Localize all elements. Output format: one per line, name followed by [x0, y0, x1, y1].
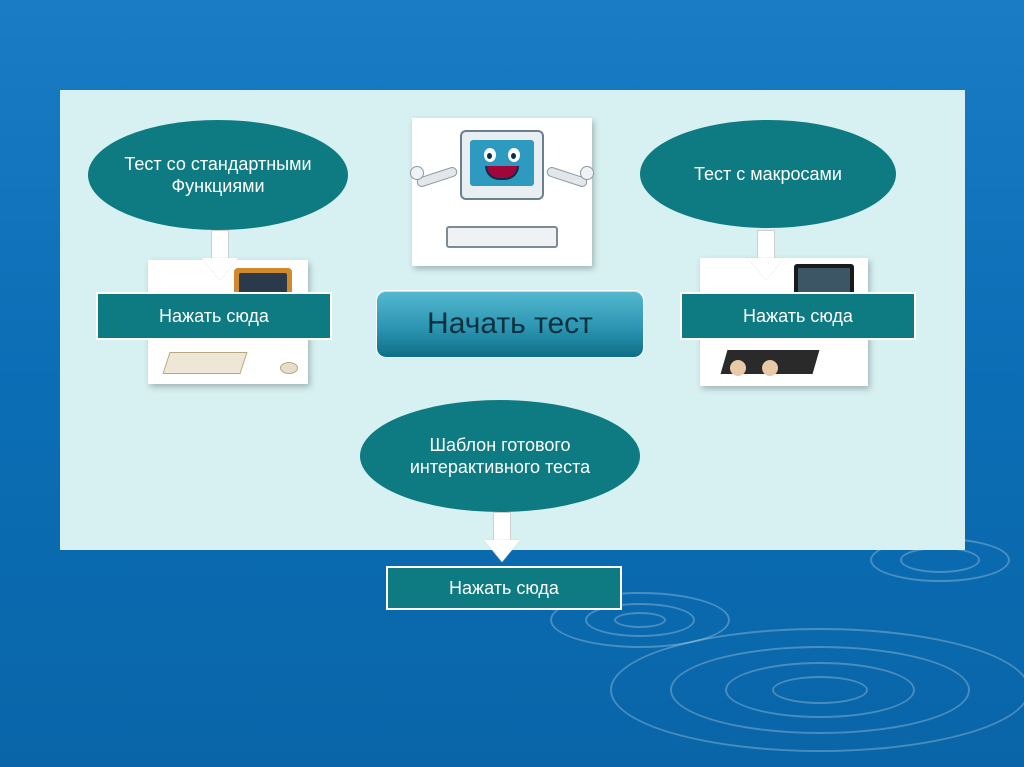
click-here-button-left[interactable]: Нажать сюда [96, 292, 332, 340]
click-here-button-bottom[interactable]: Нажать сюда [386, 566, 622, 610]
start-test-button[interactable]: Начать тест [376, 290, 644, 358]
center-computer-image [412, 118, 592, 266]
click-here-button-right[interactable]: Нажать сюда [680, 292, 916, 340]
ellipse-standard-functions: Тест со стандартными Функциями [88, 120, 348, 230]
ellipse-template: Шаблон готового интерактивного теста [360, 400, 640, 512]
ellipse-macros-label: Тест с макросами [694, 163, 842, 186]
ellipse-template-label: Шаблон готового интерактивного теста [410, 434, 590, 479]
arrow-down-icon [748, 230, 784, 282]
ellipse-macros: Тест с макросами [640, 120, 896, 228]
arrow-down-icon [484, 512, 520, 564]
click-here-button-left-label: Нажать сюда [159, 306, 269, 327]
click-here-button-bottom-label: Нажать сюда [449, 578, 559, 599]
arrow-down-icon [202, 230, 238, 282]
click-here-button-right-label: Нажать сюда [743, 306, 853, 327]
ellipse-standard-functions-label: Тест со стандартными Функциями [124, 153, 311, 198]
start-test-button-label: Начать тест [427, 307, 593, 341]
